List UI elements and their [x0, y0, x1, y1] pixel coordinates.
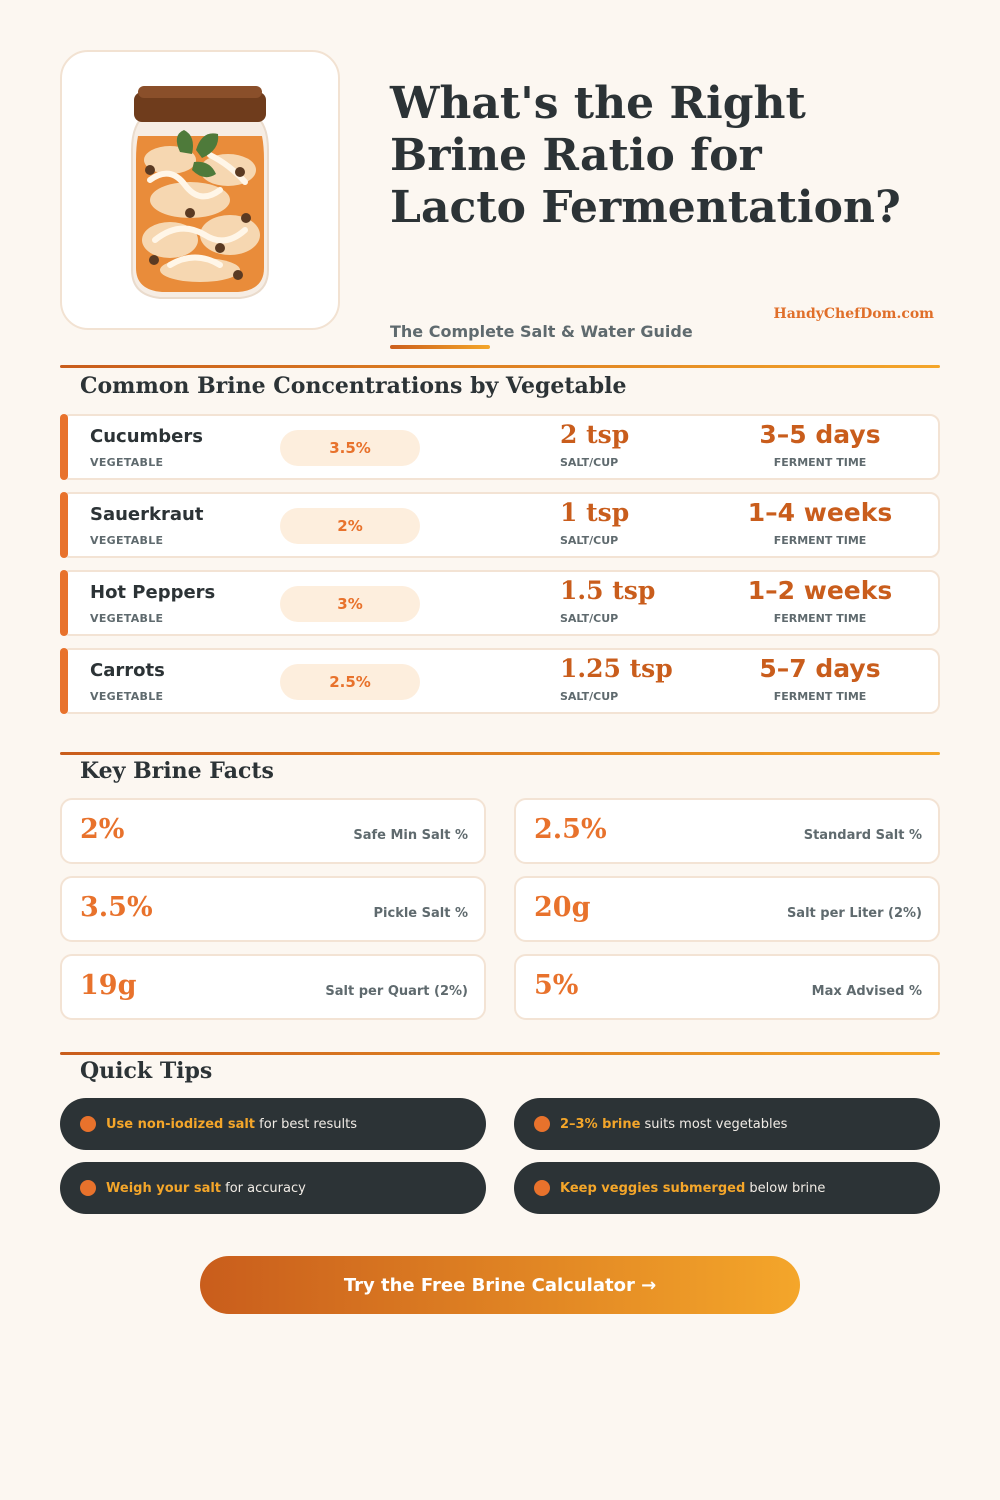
fact-label: Salt per Quart (2%): [325, 984, 468, 999]
bullet-dot-icon: [80, 1116, 96, 1132]
vegetable-label: VEGETABLE: [90, 612, 164, 625]
page-subtitle: The Complete Salt & Water Guide: [390, 322, 693, 341]
salt-label: SALT/CUP: [560, 456, 619, 469]
tip-non-iodized-salt: Use non-iodized salt for best results: [60, 1098, 486, 1150]
fact-label: Pickle Salt %: [373, 906, 469, 921]
tip-text: Keep veggies submerged below brine: [560, 1181, 825, 1196]
fact-label: Standard Salt %: [803, 828, 922, 843]
facts-section-title: Key Brine Facts: [80, 758, 274, 784]
row-accent-bar: [60, 648, 68, 714]
tip-text: Weigh your salt for accuracy: [106, 1181, 306, 1196]
tip-rest: below brine: [745, 1180, 826, 1196]
page-title: What's the Right Brine Ratio for Lacto F…: [390, 78, 901, 233]
ferment-time-label: FERMENT TIME: [773, 612, 867, 625]
fact-label: Salt per Liter (2%): [786, 906, 922, 921]
subtitle-underline: [390, 345, 490, 349]
ferment-time-label: FERMENT TIME: [773, 456, 867, 469]
header: What's the Right Brine Ratio for Lacto F…: [60, 48, 940, 349]
salt-label: SALT/CUP: [560, 690, 619, 703]
brine-percent-badge: 3.5%: [280, 430, 420, 466]
vegetable-row-carrots: Carrots VEGETABLE 2.5% 1.25 tsp SALT/CUP…: [60, 648, 940, 714]
brand-link[interactable]: HandyChefDom.com: [773, 306, 935, 322]
fact-card-salt-per-liter: 20g Salt per Liter (2%): [514, 876, 940, 942]
concentrations-section-title: Common Brine Concentrations by Vegetable: [80, 373, 627, 399]
tip-text: Use non-iodized salt for best results: [106, 1117, 357, 1132]
fact-value: 3.5%: [80, 892, 153, 923]
tip-rest: suits most vegetables: [640, 1116, 788, 1132]
bullet-dot-icon: [534, 1180, 550, 1196]
vegetable-row-sauerkraut: Sauerkraut VEGETABLE 2% 1 tsp SALT/CUP 1…: [60, 492, 940, 558]
salt-label: SALT/CUP: [560, 534, 619, 547]
row-accent-bar: [60, 414, 68, 480]
fact-card-salt-per-quart: 19g Salt per Quart (2%): [60, 954, 486, 1020]
tip-keep-submerged: Keep veggies submerged below brine: [514, 1162, 940, 1214]
fact-value: 2%: [80, 814, 125, 845]
fact-value: 5%: [534, 970, 579, 1001]
section-divider: [60, 752, 940, 755]
vegetable-name: Cucumbers: [90, 426, 203, 447]
tip-brine-range: 2–3% brine suits most vegetables: [514, 1098, 940, 1150]
vegetable-row-hot-peppers: Hot Peppers VEGETABLE 3% 1.5 tsp SALT/CU…: [60, 570, 940, 636]
brine-percent-badge: 3%: [280, 586, 420, 622]
ferment-time: 3–5 days: [759, 420, 881, 449]
vegetable-label: VEGETABLE: [90, 456, 164, 469]
brine-calculator-button[interactable]: Try the Free Brine Calculator →: [200, 1256, 800, 1314]
salt-amount: 1.25 tsp: [560, 654, 673, 683]
tip-highlight: Keep veggies submerged: [560, 1180, 746, 1196]
fact-value: 2.5%: [534, 814, 607, 845]
vegetable-name: Sauerkraut: [90, 504, 204, 525]
fact-value: 19g: [80, 970, 137, 1001]
salt-amount: 2 tsp: [560, 420, 630, 449]
row-accent-bar: [60, 492, 68, 558]
vegetable-row-cucumbers: Cucumbers VEGETABLE 3.5% 2 tsp SALT/CUP …: [60, 414, 940, 480]
jar-illustration-card: [60, 50, 340, 330]
fact-card-standard-salt: 2.5% Standard Salt %: [514, 798, 940, 864]
tip-highlight: Weigh your salt: [106, 1180, 222, 1196]
tip-highlight: 2–3% brine: [560, 1116, 641, 1132]
salt-amount: 1.5 tsp: [560, 576, 656, 605]
ferment-time-label: FERMENT TIME: [773, 534, 867, 547]
salt-amount: 1 tsp: [560, 498, 630, 527]
vegetable-name: Hot Peppers: [90, 582, 216, 603]
fact-card-max-advised: 5% Max Advised %: [514, 954, 940, 1020]
bullet-dot-icon: [534, 1116, 550, 1132]
fact-label: Safe Min Salt %: [353, 828, 468, 843]
vegetable-name: Carrots: [90, 660, 165, 681]
tip-rest: for best results: [255, 1116, 357, 1132]
fermentation-jar-icon: [131, 86, 269, 299]
brine-percent-badge: 2.5%: [280, 664, 420, 700]
brine-percent-badge: 2%: [280, 508, 420, 544]
row-accent-bar: [60, 570, 68, 636]
ferment-time-label: FERMENT TIME: [773, 690, 867, 703]
bullet-dot-icon: [80, 1180, 96, 1196]
tip-highlight: Use non-iodized salt: [106, 1116, 256, 1132]
ferment-time: 5–7 days: [759, 654, 881, 683]
section-divider: [60, 1052, 940, 1055]
salt-label: SALT/CUP: [560, 612, 619, 625]
tips-section-title: Quick Tips: [80, 1058, 213, 1084]
vegetable-label: VEGETABLE: [90, 534, 164, 547]
tip-weigh-salt: Weigh your salt for accuracy: [60, 1162, 486, 1214]
tip-text: 2–3% brine suits most vegetables: [560, 1117, 787, 1132]
ferment-time: 1–2 weeks: [747, 576, 893, 605]
ferment-time: 1–4 weeks: [747, 498, 893, 527]
fact-label: Max Advised %: [811, 984, 922, 999]
fact-card-pickle-salt: 3.5% Pickle Salt %: [60, 876, 486, 942]
fact-card-safe-min-salt: 2% Safe Min Salt %: [60, 798, 486, 864]
section-divider: [60, 365, 940, 368]
tip-rest: for accuracy: [221, 1180, 306, 1196]
fact-value: 20g: [534, 892, 591, 923]
vegetable-label: VEGETABLE: [90, 690, 164, 703]
